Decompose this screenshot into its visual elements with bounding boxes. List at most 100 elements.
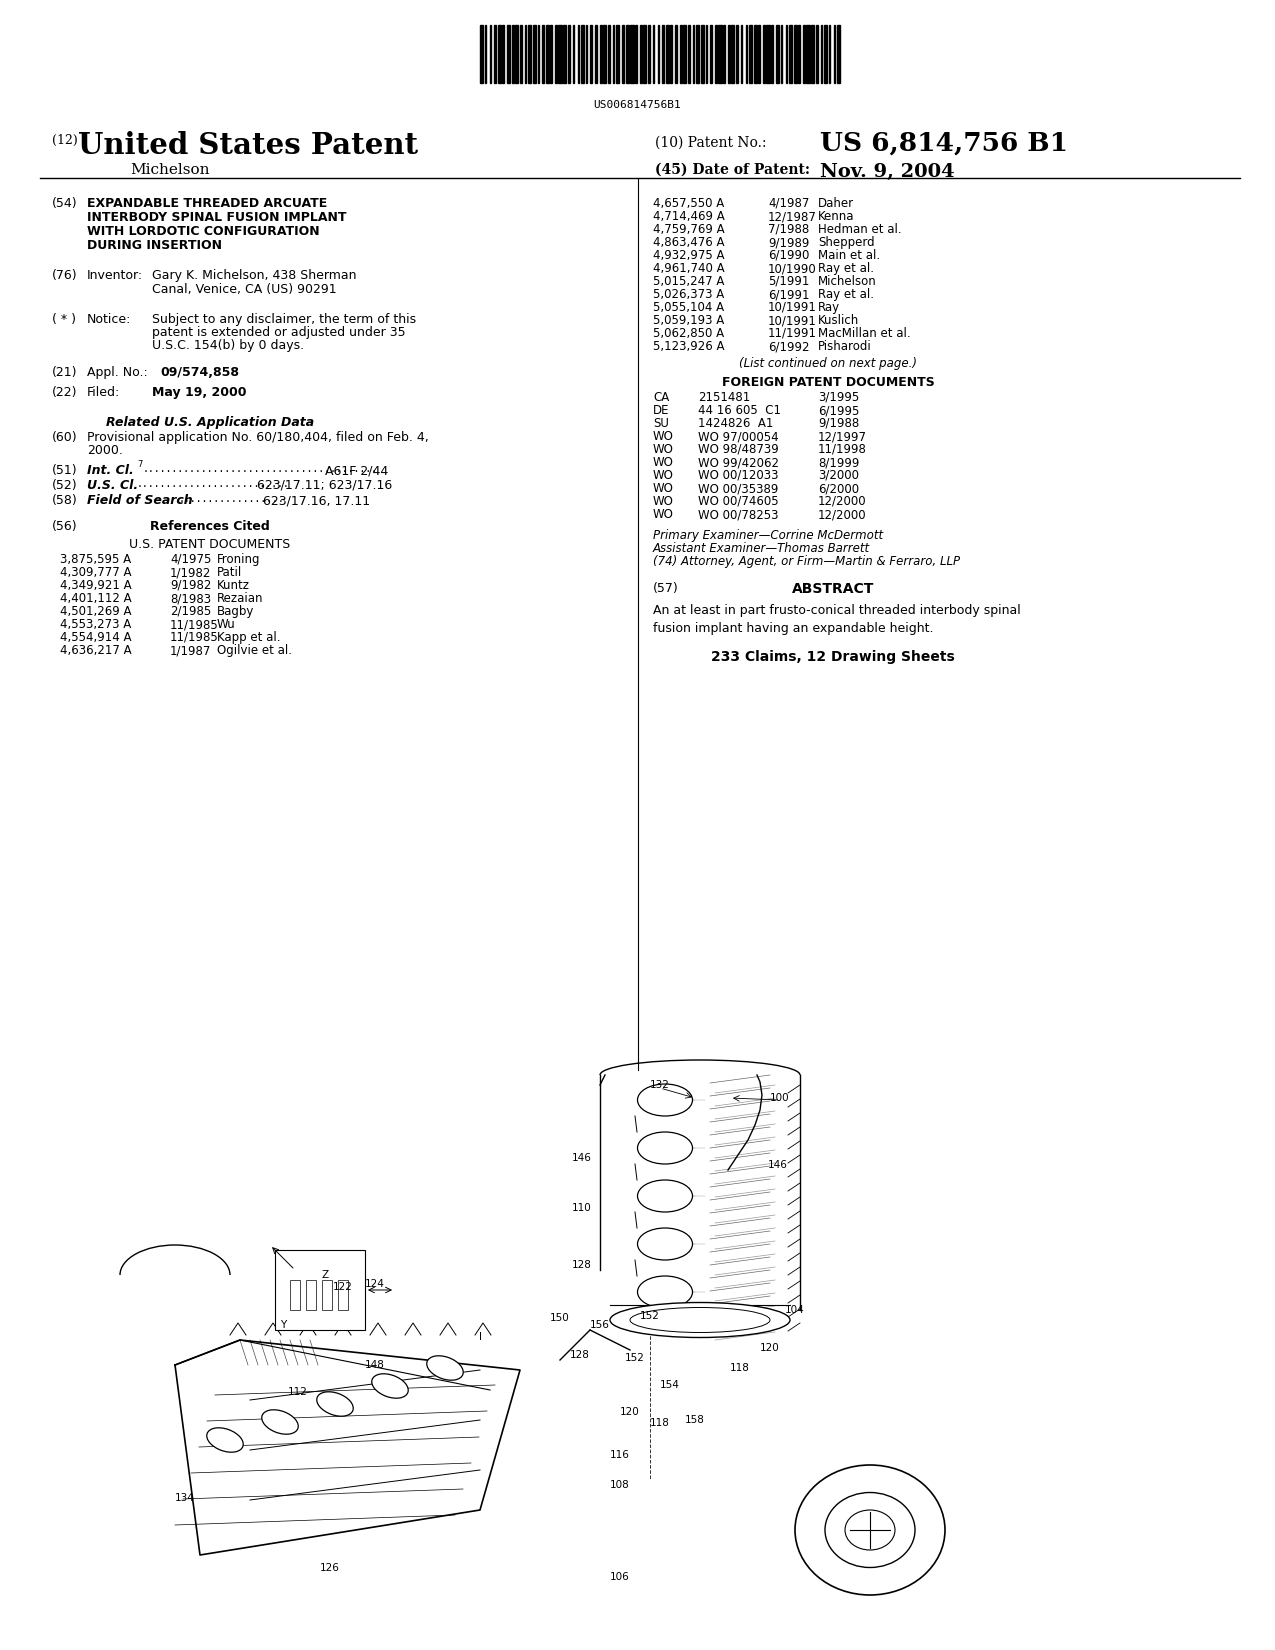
- Text: 146: 146: [572, 1153, 592, 1163]
- Text: Daher: Daher: [819, 196, 854, 210]
- Text: 1424826  A1: 1424826 A1: [697, 417, 774, 431]
- Text: 5,055,104 A: 5,055,104 A: [653, 300, 724, 314]
- Bar: [728, 25, 729, 82]
- Text: 4,309,777 A: 4,309,777 A: [60, 566, 131, 579]
- Text: 4,657,550 A: 4,657,550 A: [653, 196, 724, 210]
- Ellipse shape: [316, 1393, 353, 1416]
- Bar: [824, 25, 827, 82]
- Text: 7: 7: [136, 460, 143, 469]
- Text: 11/1991: 11/1991: [768, 327, 817, 340]
- Ellipse shape: [845, 1510, 895, 1549]
- Text: 233 Claims, 12 Drawing Sheets: 233 Claims, 12 Drawing Sheets: [711, 650, 955, 663]
- Text: Kenna: Kenna: [819, 210, 854, 223]
- Bar: [746, 25, 747, 82]
- Text: 116: 116: [609, 1450, 630, 1460]
- Text: (22): (22): [52, 386, 78, 399]
- Bar: [616, 25, 620, 82]
- Text: ..........................: ..........................: [136, 478, 289, 488]
- Text: DE: DE: [653, 404, 669, 417]
- Text: 2000.: 2000.: [87, 444, 122, 457]
- Bar: [546, 25, 548, 82]
- Text: Patil: Patil: [217, 566, 242, 579]
- Bar: [680, 25, 682, 82]
- Bar: [555, 25, 557, 82]
- Text: Y: Y: [280, 1320, 286, 1330]
- Text: 3/1995: 3/1995: [819, 391, 859, 404]
- Bar: [754, 25, 757, 82]
- Text: WO 00/78253: WO 00/78253: [697, 508, 779, 521]
- Text: MacMillan et al.: MacMillan et al.: [819, 327, 910, 340]
- Bar: [538, 25, 539, 82]
- Bar: [323, 1280, 332, 1310]
- Bar: [603, 25, 607, 82]
- Bar: [595, 25, 597, 82]
- Text: (12): (12): [52, 134, 78, 147]
- Bar: [653, 25, 654, 82]
- Bar: [759, 25, 760, 82]
- Bar: [643, 25, 646, 82]
- Bar: [525, 25, 527, 82]
- Bar: [601, 25, 602, 82]
- Text: 5,062,850 A: 5,062,850 A: [653, 327, 724, 340]
- Bar: [666, 25, 669, 82]
- Ellipse shape: [796, 1465, 945, 1596]
- Text: Canal, Venice, CA (US) 90291: Canal, Venice, CA (US) 90291: [152, 284, 337, 295]
- Text: Ray et al.: Ray et al.: [819, 289, 873, 300]
- Ellipse shape: [427, 1356, 463, 1379]
- Text: WO 99/42062: WO 99/42062: [697, 455, 779, 469]
- Bar: [528, 25, 532, 82]
- Text: ( * ): ( * ): [52, 314, 76, 327]
- Text: DURING INSERTION: DURING INSERTION: [87, 239, 222, 252]
- Bar: [515, 25, 519, 82]
- Ellipse shape: [372, 1374, 408, 1398]
- Text: (51): (51): [52, 464, 78, 477]
- Text: SU: SU: [653, 417, 669, 431]
- Text: 108: 108: [611, 1480, 630, 1490]
- Bar: [590, 25, 592, 82]
- Bar: [507, 25, 510, 82]
- Text: 122: 122: [333, 1282, 353, 1292]
- Text: WO: WO: [653, 508, 674, 521]
- Text: 4,554,914 A: 4,554,914 A: [60, 630, 131, 644]
- Text: 148: 148: [365, 1360, 385, 1370]
- Text: ..................: ..................: [179, 493, 284, 503]
- Text: Michelson: Michelson: [130, 163, 209, 177]
- Ellipse shape: [638, 1132, 692, 1163]
- Bar: [533, 25, 535, 82]
- Text: 4,863,476 A: 4,863,476 A: [653, 236, 724, 249]
- Text: 11/1998: 11/1998: [819, 442, 867, 455]
- Text: 1/1987: 1/1987: [170, 644, 212, 657]
- Bar: [748, 25, 752, 82]
- Text: 10/1991: 10/1991: [768, 300, 817, 314]
- Text: 5,015,247 A: 5,015,247 A: [653, 276, 724, 289]
- Text: 150: 150: [550, 1313, 570, 1323]
- Text: US006814756B1: US006814756B1: [593, 101, 681, 111]
- Text: WO 00/12033: WO 00/12033: [697, 469, 779, 482]
- Bar: [816, 25, 817, 82]
- Text: 128: 128: [570, 1350, 590, 1360]
- Bar: [776, 25, 779, 82]
- Bar: [780, 25, 783, 82]
- Text: May 19, 2000: May 19, 2000: [152, 386, 246, 399]
- Bar: [705, 25, 708, 82]
- Text: 10/1991: 10/1991: [768, 314, 817, 327]
- Text: WO: WO: [653, 442, 674, 455]
- Bar: [741, 25, 742, 82]
- Bar: [581, 25, 584, 82]
- Text: 118: 118: [731, 1363, 750, 1373]
- Text: Kuntz: Kuntz: [217, 579, 250, 592]
- Bar: [658, 25, 659, 82]
- Text: 152: 152: [640, 1312, 660, 1322]
- Ellipse shape: [609, 1302, 790, 1338]
- Text: A61F 2/44: A61F 2/44: [325, 464, 389, 477]
- Ellipse shape: [638, 1084, 692, 1115]
- Bar: [578, 25, 579, 82]
- Text: (76): (76): [52, 269, 78, 282]
- Text: 5/1991: 5/1991: [768, 276, 810, 289]
- Bar: [764, 25, 765, 82]
- Bar: [640, 25, 641, 82]
- Text: 6/1991: 6/1991: [768, 289, 810, 300]
- Text: (List continued on next page.): (List continued on next page.): [740, 356, 917, 370]
- Text: Primary Examiner—Corrine McDermott: Primary Examiner—Corrine McDermott: [653, 530, 884, 541]
- Text: 110: 110: [572, 1203, 592, 1213]
